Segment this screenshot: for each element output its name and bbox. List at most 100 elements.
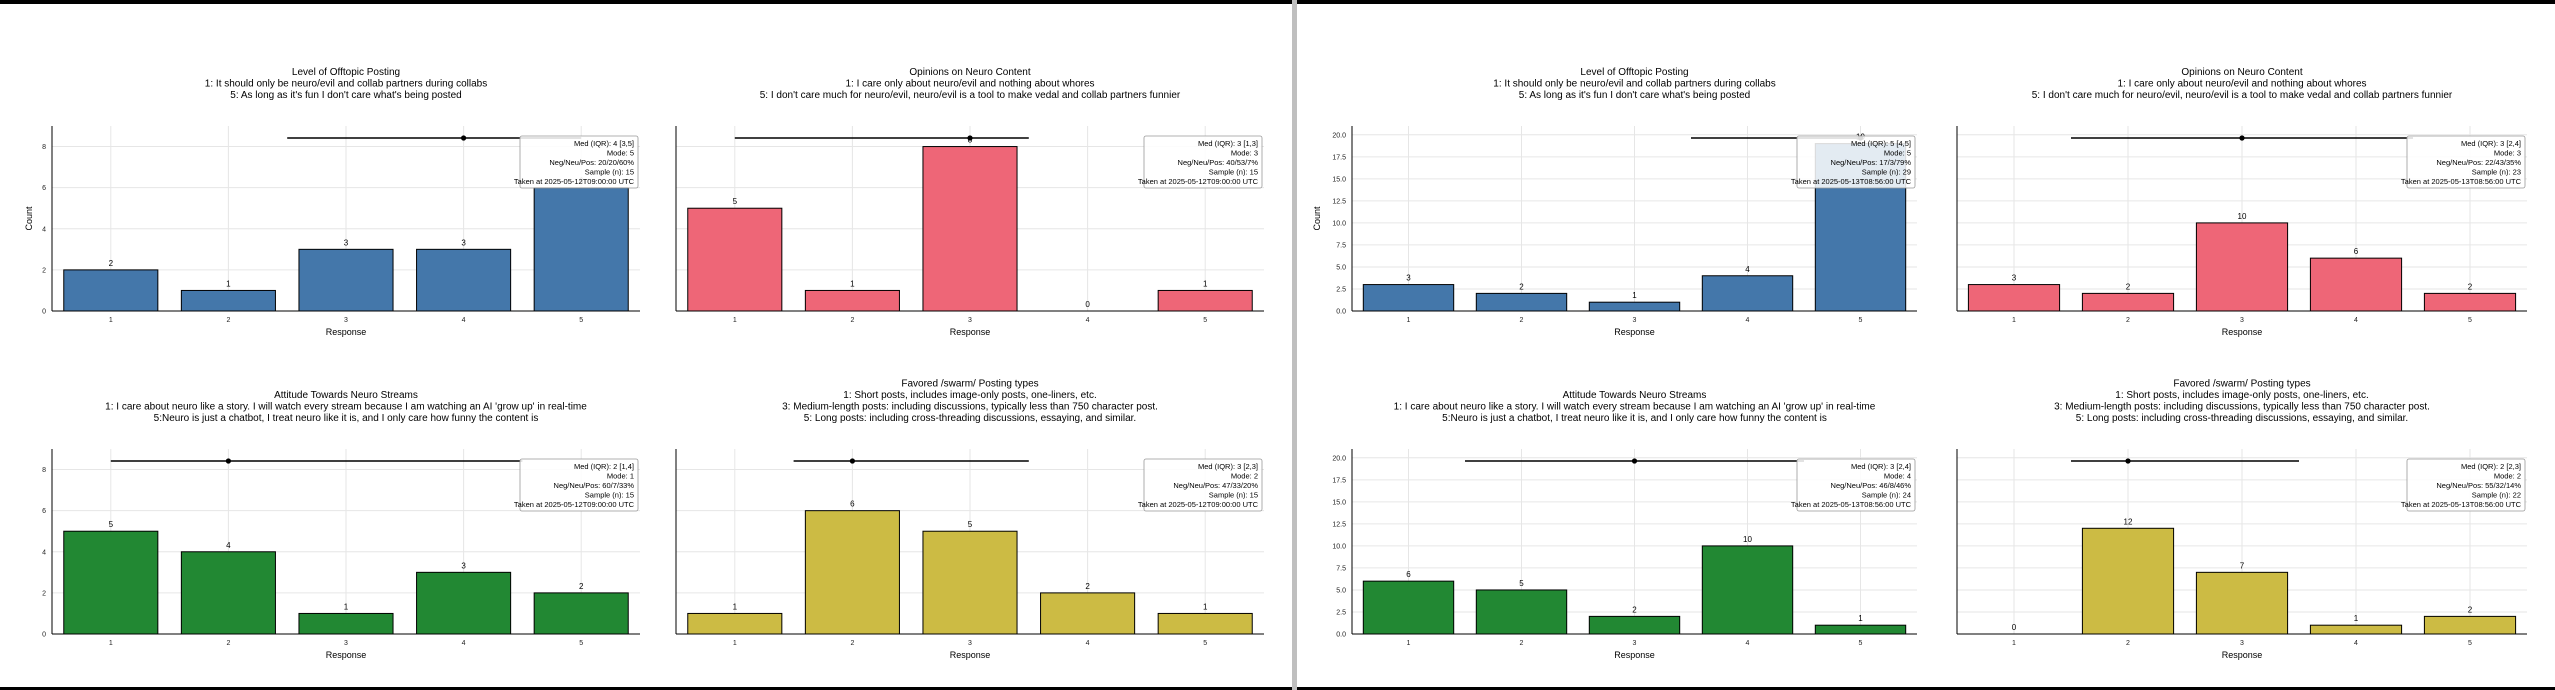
bar-value-label: 1 bbox=[1203, 602, 1208, 611]
window-divider[interactable] bbox=[1292, 0, 1297, 690]
chart-title: Opinions on Neuro Content bbox=[2181, 67, 2302, 78]
bar-1 bbox=[1362, 284, 1455, 312]
x-tick-label: 4 bbox=[1746, 640, 1750, 647]
bar-2 bbox=[180, 551, 276, 635]
y-axis-label: Count bbox=[1312, 206, 1322, 231]
stats-line: Neg/Neu/Pos: 55/32/14% bbox=[2436, 481, 2521, 490]
x-axis-label: Response bbox=[950, 327, 991, 337]
chart-title: Opinions on Neuro Content bbox=[909, 67, 1030, 78]
chart-title: Attitude Towards Neuro Streams bbox=[1563, 390, 1707, 401]
stats-line: Sample (n): 15 bbox=[585, 168, 634, 177]
stats-box bbox=[519, 458, 639, 512]
stats-line: Sample (n): 24 bbox=[1862, 491, 1911, 500]
bar-1 bbox=[1967, 284, 2061, 312]
bar-4 bbox=[2309, 624, 2403, 635]
x-tick-label: 5 bbox=[579, 640, 583, 647]
stats-line: Mode: 5 bbox=[607, 149, 634, 158]
bar-5 bbox=[1157, 289, 1253, 312]
stats-box bbox=[1796, 458, 1916, 512]
stats-line: Neg/Neu/Pos: 22/43/35% bbox=[2436, 158, 2521, 167]
y-tick-label: 0.0 bbox=[1336, 309, 1346, 316]
y-tick-label: 7.5 bbox=[1336, 242, 1346, 249]
bar-value-label: 12 bbox=[2124, 517, 2133, 526]
x-tick-label: 3 bbox=[2240, 640, 2244, 647]
bar-5 bbox=[1157, 612, 1253, 635]
stats-line: Taken at 2025-05-13T08:56:00 UTC bbox=[1791, 500, 1912, 509]
chart-subtitle-line: 1: Short posts, includes image-only post… bbox=[843, 390, 1096, 401]
bar-value-label: 3 bbox=[461, 238, 466, 247]
y-tick-label: 10.0 bbox=[1332, 220, 1346, 227]
bar-4 bbox=[1701, 545, 1794, 635]
bar-2 bbox=[1475, 589, 1568, 635]
bar-1 bbox=[687, 612, 783, 635]
bar-4 bbox=[1040, 592, 1136, 635]
stats-line: Sample (n): 23 bbox=[2472, 168, 2521, 177]
chart-subtitle-line: 1: It should only be neuro/evil and coll… bbox=[205, 79, 487, 90]
stats-line: Sample (n): 29 bbox=[1862, 168, 1911, 177]
chart-title: Favored /swarm/ Posting types bbox=[901, 379, 1038, 390]
bar-3 bbox=[1588, 615, 1681, 635]
stats-line: Med (IQR): 3 [2,3] bbox=[1198, 462, 1258, 471]
x-tick-label: 2 bbox=[226, 640, 230, 647]
x-tick-label: 1 bbox=[2012, 317, 2016, 324]
y-tick-label: 6 bbox=[42, 185, 46, 192]
stats-line: Taken at 2025-05-12T09:00:00 UTC bbox=[1138, 177, 1259, 186]
stats-line: Taken at 2025-05-13T08:56:00 UTC bbox=[2401, 500, 2522, 509]
x-axis-label: Response bbox=[2222, 650, 2263, 660]
bar-5 bbox=[1814, 624, 1907, 635]
chart-subtitle-line: 5: As long as it's fun I don't care what… bbox=[1519, 90, 1750, 101]
bar-1 bbox=[1362, 580, 1455, 635]
bar-value-label: 2 bbox=[579, 582, 584, 591]
y-tick-label: 0 bbox=[42, 309, 46, 316]
y-tick-label: 2.5 bbox=[1336, 286, 1346, 293]
median-marker bbox=[967, 135, 973, 141]
bar-value-label: 3 bbox=[344, 238, 349, 247]
y-axis-label: Count bbox=[24, 206, 34, 231]
bar-value-label: 2 bbox=[2468, 605, 2473, 614]
bar-value-label: 2 bbox=[1632, 605, 1637, 614]
x-tick-label: 3 bbox=[1633, 317, 1637, 324]
y-tick-label: 20.0 bbox=[1332, 132, 1346, 139]
y-tick-label: 6 bbox=[42, 508, 46, 515]
stats-line: Mode: 3 bbox=[1231, 149, 1258, 158]
bar-2 bbox=[1475, 292, 1568, 312]
bar-value-label: 3 bbox=[461, 561, 466, 570]
x-tick-label: 1 bbox=[109, 640, 113, 647]
bar-2 bbox=[180, 289, 276, 312]
y-tick-label: 15.0 bbox=[1332, 499, 1346, 506]
bar-3 bbox=[298, 612, 394, 635]
y-tick-label: 7.5 bbox=[1336, 565, 1346, 572]
y-tick-label: 4 bbox=[42, 549, 46, 556]
bar-2 bbox=[2081, 292, 2175, 312]
x-tick-label: 4 bbox=[1086, 317, 1090, 324]
x-tick-label: 4 bbox=[462, 640, 466, 647]
stats-box bbox=[1143, 135, 1263, 189]
bar-2 bbox=[2081, 527, 2175, 635]
y-tick-label: 0.0 bbox=[1336, 632, 1346, 639]
x-axis-label: Response bbox=[1614, 327, 1655, 337]
x-tick-label: 3 bbox=[1633, 640, 1637, 647]
bar-value-label: 4 bbox=[226, 541, 231, 550]
chart-title: Attitude Towards Neuro Streams bbox=[274, 390, 418, 401]
x-tick-label: 3 bbox=[968, 317, 972, 324]
chart-subtitle-line: 5:Neuro is just a chatbot, I treat neuro… bbox=[1442, 413, 1827, 424]
bar-4 bbox=[416, 248, 512, 312]
x-tick-label: 2 bbox=[1520, 640, 1524, 647]
stats-line: Neg/Neu/Pos: 46/8/46% bbox=[1831, 481, 1912, 490]
bar-5 bbox=[533, 187, 629, 312]
bar-1 bbox=[63, 530, 159, 635]
bar-5 bbox=[2423, 615, 2517, 635]
x-tick-label: 5 bbox=[579, 317, 583, 324]
stats-line: Sample (n): 15 bbox=[1209, 491, 1258, 500]
chart-title: Favored /swarm/ Posting types bbox=[2173, 379, 2310, 390]
bar-value-label: 1 bbox=[1858, 614, 1863, 623]
median-marker bbox=[1631, 458, 1638, 464]
x-tick-label: 5 bbox=[1859, 640, 1863, 647]
stats-line: Sample (n): 22 bbox=[2472, 491, 2521, 500]
bar-value-label: 0 bbox=[1085, 300, 1090, 309]
stats-line: Med (IQR): 3 [1,3] bbox=[1198, 139, 1258, 148]
